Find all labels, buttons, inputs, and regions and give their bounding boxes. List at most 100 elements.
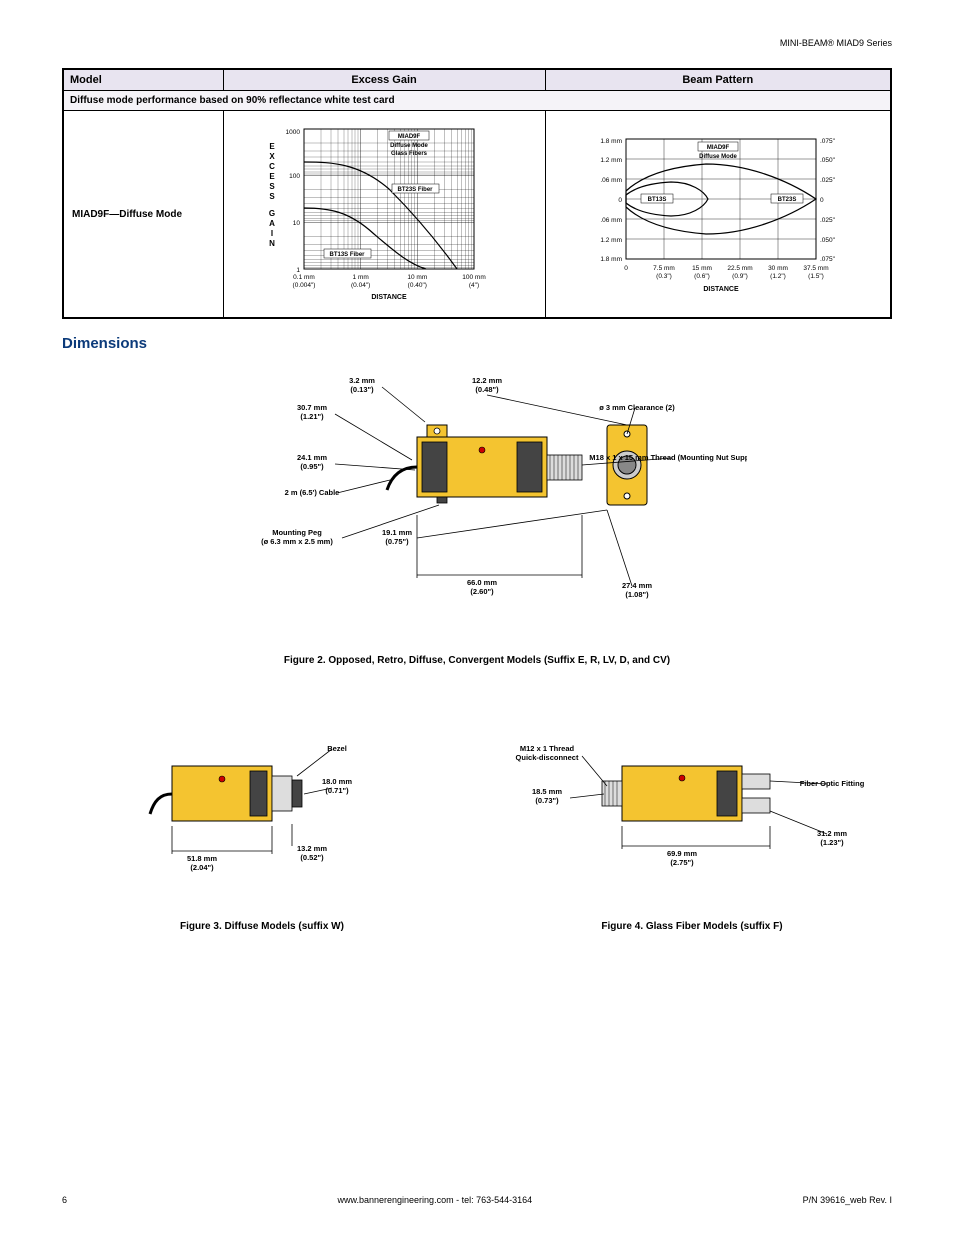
svg-text:12.2 mm: 12.2 mm [472,376,502,385]
svg-text:(0.13"): (0.13") [350,385,374,394]
svg-text:.050": .050" [820,237,836,244]
svg-text:.075": .075" [820,256,836,263]
svg-text:.06 mm: .06 mm [600,217,622,224]
svg-text:(4"): (4") [469,282,479,289]
svg-text:MIAD9F: MIAD9F [707,145,730,151]
footer-right: P/N 39616_web Rev. I [803,1195,892,1205]
svg-text:Quick-disconnect: Quick-disconnect [516,753,579,762]
col-model: Model [63,69,223,91]
svg-text:15 mm: 15 mm [692,265,712,272]
svg-text:Diffuse Mode: Diffuse Mode [699,154,737,160]
svg-text:(0.95"): (0.95") [300,462,324,471]
svg-text:30.7 mm: 30.7 mm [297,403,327,412]
svg-text:100: 100 [289,173,300,180]
svg-text:0.1 mm: 0.1 mm [293,274,315,281]
svg-text:19.1 mm: 19.1 mm [382,528,412,537]
svg-text:Glass Fibers: Glass Fibers [391,151,428,157]
excess-gain-chart: MIAD9F Diffuse Mode Glass Fibers BT23S F… [223,111,545,319]
reflectance-note: Diffuse mode performance based on 90% re… [63,91,891,111]
svg-text:(1.08"): (1.08") [625,590,649,599]
svg-text:ø 3 mm Clearance (2): ø 3 mm Clearance (2) [599,403,675,412]
svg-text:24.1 mm: 24.1 mm [297,453,327,462]
svg-text:1 mm: 1 mm [353,274,369,281]
svg-text:.025": .025" [820,177,836,184]
svg-text:A: A [269,219,275,228]
svg-text:.025": .025" [820,217,836,224]
svg-text:.06 mm: .06 mm [600,177,622,184]
page-number: 6 [62,1195,67,1205]
svg-text:1000: 1000 [286,129,301,136]
svg-text:.050": .050" [820,157,836,164]
svg-text:BT13S Fiber: BT13S Fiber [330,252,366,258]
model-name: MIAD9F—Diffuse Mode [63,111,223,319]
svg-text:13.2 mm: 13.2 mm [297,844,327,853]
svg-text:G: G [269,209,275,218]
col-beam: Beam Pattern [545,69,891,91]
svg-text:22.5 mm: 22.5 mm [727,265,752,272]
svg-text:18.0 mm: 18.0 mm [322,777,352,786]
page-footer: 6 www.bannerengineering.com - tel: 763-5… [62,1195,892,1205]
svg-text:31.2 mm: 31.2 mm [817,829,847,838]
figure-2: 3.2 mm (0.13") 30.7 mm (1.21") 12.2 mm (… [62,360,892,666]
svg-text:10: 10 [293,220,301,227]
svg-text:1.2 mm: 1.2 mm [600,237,622,244]
svg-text:E: E [269,172,275,181]
svg-text:N: N [269,239,275,248]
svg-text:2 m (6.5') Cable: 2 m (6.5') Cable [285,488,340,497]
svg-text:(0.6"): (0.6") [694,273,710,280]
svg-text:1.8 mm: 1.8 mm [600,256,622,263]
svg-text:(0.004"): (0.004") [293,282,316,289]
svg-text:7.5 mm: 7.5 mm [653,265,675,272]
col-gain: Excess Gain [223,69,545,91]
svg-text:(0.9"): (0.9") [732,273,748,280]
svg-text:BT23S: BT23S [777,197,796,203]
svg-text:MIAD9F: MIAD9F [398,134,421,140]
svg-text:S: S [269,182,275,191]
page-header: MINI-BEAM® MIAD9 Series [62,38,892,48]
figure-4-caption: Figure 4. Glass Fiber Models (suffix F) [492,921,892,932]
svg-text:DISTANCE: DISTANCE [371,294,407,301]
svg-text:E: E [269,142,275,151]
svg-text:3.2 mm: 3.2 mm [349,376,375,385]
svg-text:.075": .075" [820,138,836,145]
spec-table: Model Excess Gain Beam Pattern Diffuse m… [62,68,892,319]
svg-text:(1.2"): (1.2") [770,273,786,280]
svg-text:(0.73"): (0.73") [535,796,559,805]
svg-text:S: S [269,192,275,201]
svg-text:27.4 mm: 27.4 mm [622,581,652,590]
svg-text:(0.3"): (0.3") [656,273,672,280]
svg-text:BT13S: BT13S [647,197,666,203]
svg-text:(1.23"): (1.23") [820,838,844,847]
svg-text:(1.21"): (1.21") [300,412,324,421]
svg-text:BT23S Fiber: BT23S Fiber [398,187,434,193]
svg-text:Fiber Optic Fitting: Fiber Optic Fitting [800,779,865,788]
svg-text:0: 0 [624,265,628,272]
figure-3-caption: Figure 3. Diffuse Models (suffix W) [62,921,462,932]
svg-text:(0.52"): (0.52") [300,853,324,862]
svg-text:(0.75"): (0.75") [385,537,409,546]
svg-text:(0.40"): (0.40") [408,282,427,289]
svg-text:0: 0 [820,197,824,204]
svg-text:18.5 mm: 18.5 mm [532,787,562,796]
svg-text:(0.71"): (0.71") [325,786,349,795]
svg-text:C: C [269,162,275,171]
svg-text:(0.04"): (0.04") [351,282,370,289]
svg-text:Mounting Peg: Mounting Peg [272,528,322,537]
svg-text:M18 x 1 x 15 mm Thread (Mounti: M18 x 1 x 15 mm Thread (Mounting Nut Sup… [589,453,747,462]
figure-3: Bezel 18.0 mm (0.71") 13.2 mm (0.52") 51… [62,716,462,932]
svg-text:(0.48"): (0.48") [475,385,499,394]
svg-text:(1.5"): (1.5") [808,273,824,280]
svg-text:30 mm: 30 mm [768,265,788,272]
figure-2-caption: Figure 2. Opposed, Retro, Diffuse, Conve… [62,655,892,666]
svg-text:Diffuse Mode: Diffuse Mode [390,143,428,149]
figure-4: M12 x 1 Thread Quick-disconnect 18.5 mm … [492,716,892,932]
svg-text:66.0 mm: 66.0 mm [467,578,497,587]
svg-text:(2.75"): (2.75") [670,858,694,867]
footer-center: www.bannerengineering.com - tel: 763-544… [338,1195,533,1205]
dimensions-heading: Dimensions [62,335,892,352]
svg-text:100 mm: 100 mm [462,274,485,281]
svg-text:(ø 6.3 mm x 2.5 mm): (ø 6.3 mm x 2.5 mm) [261,537,333,546]
svg-text:1.8 mm: 1.8 mm [600,138,622,145]
svg-text:(2.04"): (2.04") [190,863,214,872]
svg-text:(2.60"): (2.60") [470,587,494,596]
